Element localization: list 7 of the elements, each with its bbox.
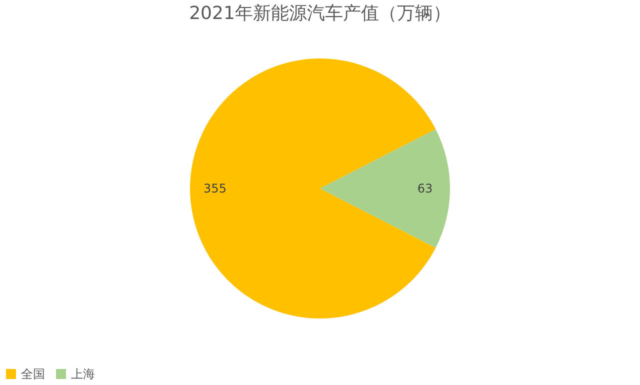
legend-label: 上海 bbox=[71, 367, 95, 381]
pie-slice bbox=[190, 58, 436, 318]
chart-title: 2021年新能源汽车产值（万辆） bbox=[189, 3, 451, 24]
data-label: 355 bbox=[204, 182, 226, 196]
legend-label: 全国 bbox=[21, 367, 45, 381]
data-label: 63 bbox=[417, 182, 433, 196]
pie-slice bbox=[320, 129, 450, 248]
